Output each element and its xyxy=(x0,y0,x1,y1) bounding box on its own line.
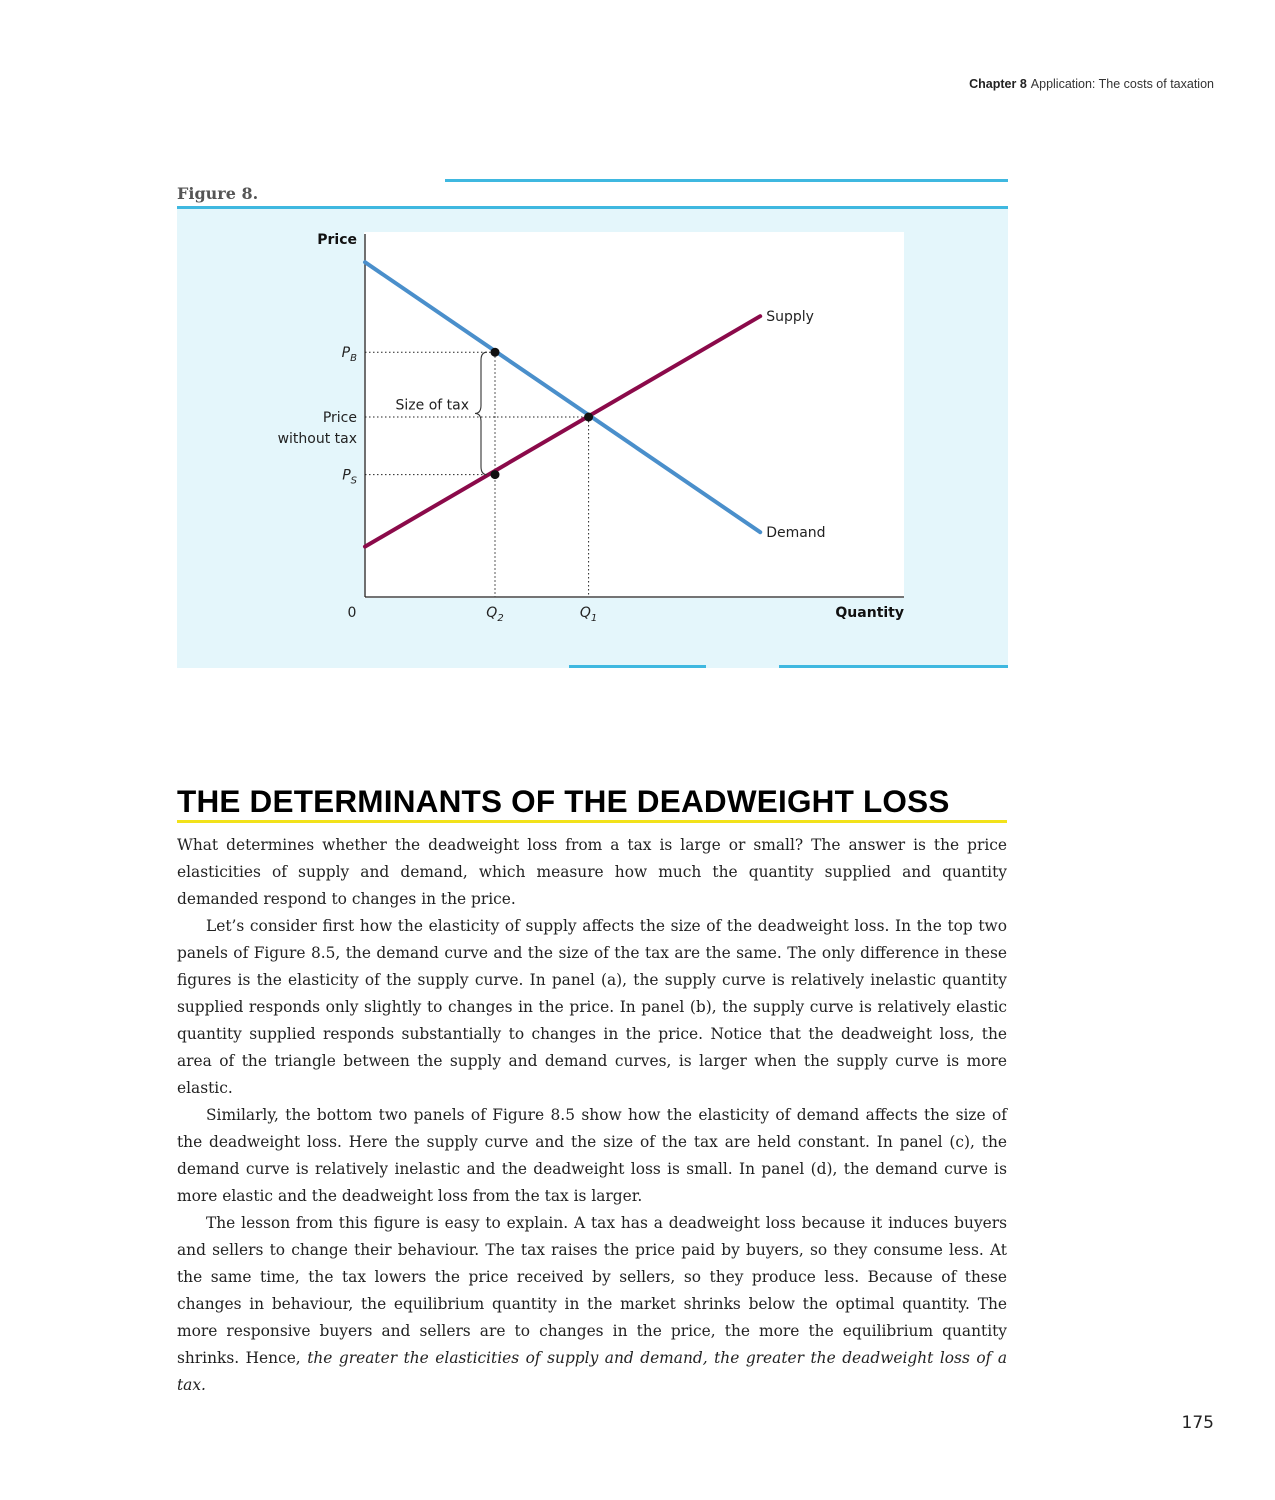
origin-label: 0 xyxy=(348,605,357,621)
figure-bottom-rule-left xyxy=(569,665,706,668)
y-tick-label-2-line2: without tax xyxy=(278,431,357,447)
figure-top-rule xyxy=(445,179,1008,182)
demand-curve xyxy=(363,260,763,535)
x-axis-label: Quantity xyxy=(835,605,904,621)
running-head-chapter: Chapter 8 xyxy=(969,77,1027,91)
tax-brace xyxy=(474,351,488,476)
x-tick-label-1: Q2 xyxy=(486,605,503,624)
paragraph-4-text: The lesson from this figure is easy to e… xyxy=(177,1214,1007,1367)
heading-underline xyxy=(177,820,1007,823)
y-tick-label-2: Price xyxy=(323,410,357,426)
x-tick-label-2: Q1 xyxy=(580,605,597,624)
body-text: What determines whether the deadweight l… xyxy=(177,832,1007,1399)
data-point-1 xyxy=(490,347,500,357)
supply-curve xyxy=(363,314,763,549)
data-point-2 xyxy=(490,470,500,480)
page-number: 175 xyxy=(1181,1413,1214,1433)
running-head: Chapter 8 Application: The costs of taxat… xyxy=(969,77,1214,91)
y-axis-label: Price xyxy=(317,232,357,248)
y-tick-label-3: PS xyxy=(342,468,357,487)
supply-demand-chart: Price Quantity 0 Supply Demand PB Price without… xyxy=(278,232,904,624)
paragraph-4: The lesson from this figure is easy to e… xyxy=(177,1210,1007,1399)
figure-bottom-rule-right xyxy=(779,665,1008,668)
supply-curve-label: Supply xyxy=(766,309,814,325)
demand-curve-label: Demand xyxy=(766,525,825,541)
y-tick-label-1: PB xyxy=(342,345,357,364)
running-head-title: Application: The costs of taxation xyxy=(1030,77,1214,91)
paragraph-4-emphasis: the greater the elasticities of supply a… xyxy=(177,1349,1007,1394)
paragraph-2: Let’s consider first how the elasticity … xyxy=(177,917,1007,1097)
tax-brace-label: Size of tax xyxy=(396,397,470,413)
paragraph-1: What determines whether the deadweight l… xyxy=(177,836,1007,908)
paragraph-3: Similarly, the bottom two panels of Figu… xyxy=(177,1106,1007,1205)
plot-area xyxy=(364,232,904,598)
figure-panel: Price Quantity 0 Supply Demand PB Price without… xyxy=(177,206,1008,668)
section-heading: THE DETERMINANTS OF THE DEADWEIGHT LOSS xyxy=(177,783,950,819)
data-point-3 xyxy=(584,412,594,422)
figure-label: Figure 8. xyxy=(177,184,259,203)
